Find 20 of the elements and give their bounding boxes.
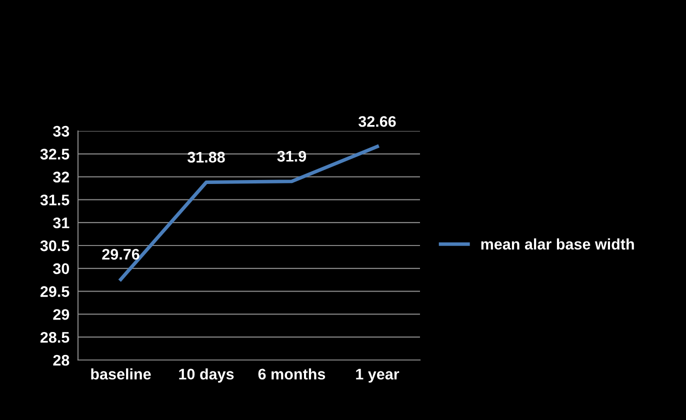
y-tick-label: 29 <box>53 309 70 320</box>
y-tick-label: 32 <box>53 172 70 183</box>
x-tick-label: 6 months <box>258 368 326 380</box>
y-tick-label: 31 <box>53 217 70 228</box>
data-label: 32.66 <box>358 116 396 127</box>
y-tick-label: 28.5 <box>40 332 70 343</box>
y-tick-label: 30.5 <box>40 240 70 252</box>
y-tick-label: 28 <box>53 354 70 366</box>
y-tick-label: 29.5 <box>40 286 70 297</box>
y-tick-label: 32.5 <box>40 148 70 160</box>
y-tick-label: 33 <box>53 126 70 137</box>
legend-label: mean alar base width <box>481 238 634 250</box>
y-tick-label: 30 <box>53 263 70 274</box>
x-tick-label: baseline <box>91 368 151 380</box>
y-tick-label: 31.5 <box>40 194 70 206</box>
x-tick-label: 1 year <box>356 368 400 383</box>
data-label: 31.88 <box>187 152 225 163</box>
x-tick-label: 10 days <box>179 368 234 383</box>
data-label: 31.9 <box>277 150 306 162</box>
data-label: 29.76 <box>102 248 140 260</box>
